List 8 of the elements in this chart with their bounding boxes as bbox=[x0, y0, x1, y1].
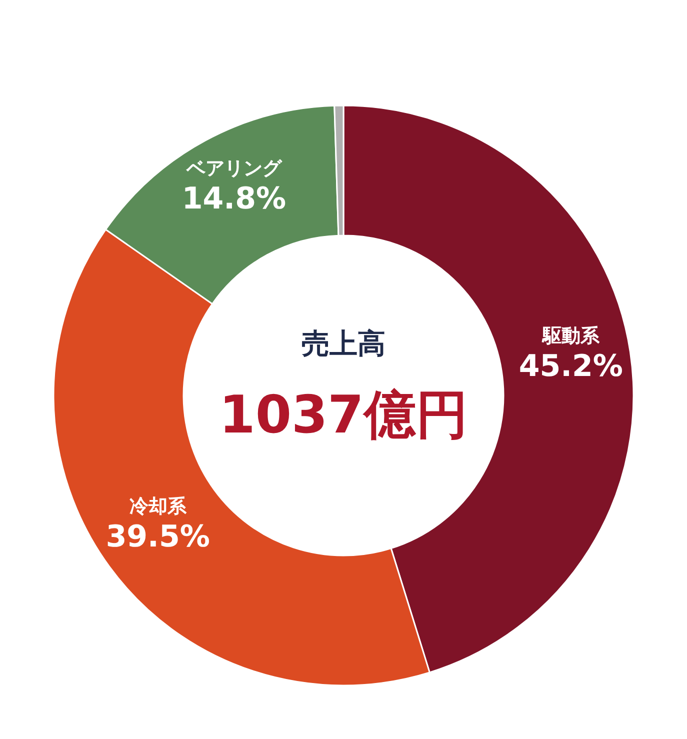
slice-label: 駆動系 bbox=[541, 324, 600, 347]
text: 1037億円 bbox=[219, 386, 468, 446]
data-label: 14.8% bbox=[182, 181, 286, 216]
slice-label: ベアリング bbox=[185, 157, 282, 180]
slice-label: 冷却系 bbox=[129, 495, 188, 518]
data-label: 45.2% bbox=[518, 348, 623, 384]
data-label: 39.5% bbox=[106, 519, 210, 554]
text: 売上高 bbox=[302, 327, 386, 360]
